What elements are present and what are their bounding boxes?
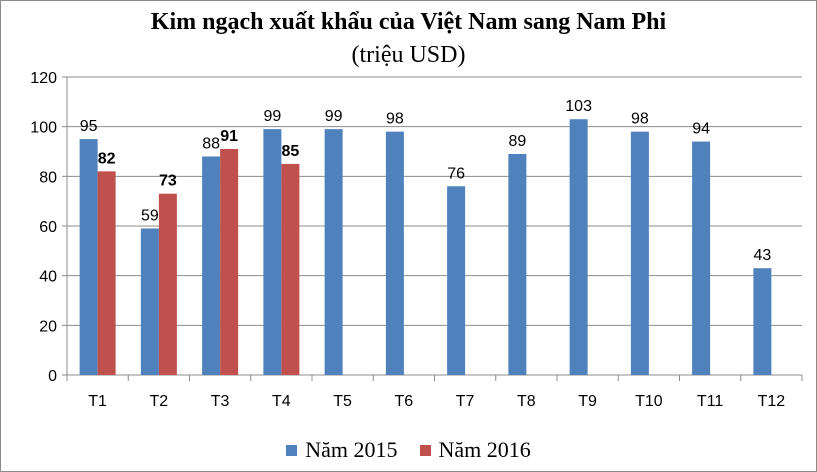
x-tick-label: T5 — [333, 393, 352, 410]
bar-2016 — [97, 171, 116, 375]
y-tick-label: 80 — [39, 169, 57, 186]
data-label-2015: 43 — [753, 247, 771, 264]
bar-2015 — [508, 153, 527, 375]
x-tick-label: T8 — [517, 393, 536, 410]
x-tick-label: T4 — [272, 393, 291, 410]
chart-subtitle: (triệu USD) — [351, 42, 466, 68]
legend: Năm 2015 Năm 2016 — [1, 437, 816, 463]
bar-2015 — [202, 156, 221, 375]
data-label-2016: 85 — [281, 143, 299, 160]
y-tick-label: 120 — [30, 70, 57, 87]
y-tick-label: 100 — [30, 120, 57, 137]
bar-2016 — [220, 149, 239, 375]
legend-label-2015: Năm 2015 — [305, 437, 398, 462]
bar-2015 — [753, 268, 772, 375]
x-tick-label: T2 — [150, 393, 169, 410]
data-label-2015: 99 — [325, 108, 343, 125]
legend-item-2015: Năm 2015 — [286, 437, 398, 463]
data-label-2015: 98 — [386, 111, 404, 128]
data-label-2015: 103 — [565, 98, 592, 115]
chart-title: Kim ngạch xuất khẩu của Việt Nam sang Na… — [150, 9, 667, 35]
y-tick-label: 40 — [39, 269, 57, 286]
x-tick-label: T7 — [456, 393, 475, 410]
data-label-2015: 98 — [631, 111, 649, 128]
bar-2015 — [263, 129, 282, 375]
bar-2015 — [385, 131, 404, 375]
bar-2015 — [692, 141, 711, 375]
legend-item-2016: Năm 2016 — [419, 437, 531, 463]
data-label-2015: 94 — [692, 121, 710, 138]
x-tick-label: T11 — [697, 393, 723, 410]
bar-2015 — [630, 131, 649, 375]
data-label-2015: 89 — [508, 133, 526, 150]
x-tick-label: T6 — [395, 393, 414, 410]
data-label-2015: 59 — [141, 207, 159, 224]
x-tick-label: T3 — [211, 393, 230, 410]
bar-2015 — [447, 186, 466, 375]
x-tick-label: T10 — [635, 393, 663, 410]
data-label-2015: 76 — [447, 165, 465, 182]
x-tick-label: T12 — [758, 393, 786, 410]
data-label-2015: 95 — [80, 118, 98, 135]
bar-2015 — [324, 129, 343, 375]
data-label-2016: 82 — [98, 150, 116, 167]
y-tick-label: 60 — [39, 219, 57, 236]
x-tick-label: T9 — [578, 393, 597, 410]
data-label-2016: 91 — [220, 128, 238, 145]
data-label-2015: 88 — [202, 135, 220, 152]
bar-2015 — [79, 139, 98, 375]
y-tick-label: 0 — [48, 368, 57, 385]
bar-2015 — [569, 119, 588, 375]
bar-2016 — [281, 163, 300, 375]
x-tick-label: T1 — [88, 393, 107, 410]
y-tick-label: 20 — [39, 318, 57, 335]
legend-swatch-2015 — [286, 444, 298, 456]
legend-swatch-2016 — [419, 444, 431, 456]
data-label-2016: 73 — [159, 173, 177, 190]
legend-label-2016: Năm 2016 — [438, 437, 531, 462]
data-label-2015: 99 — [263, 108, 281, 125]
bar-2015 — [140, 228, 159, 375]
bar-2016 — [158, 193, 177, 375]
